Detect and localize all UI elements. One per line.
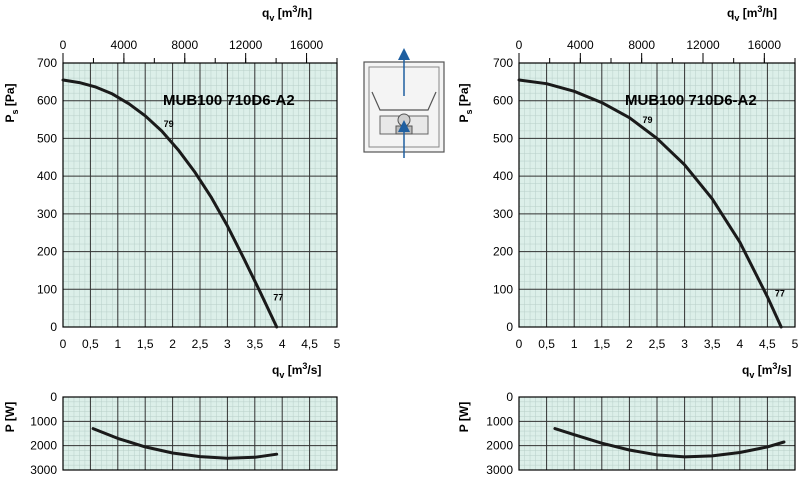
right-pressure-ylabel: Ps [Pa] xyxy=(457,83,474,122)
right-power-series-line xyxy=(553,427,786,459)
right-pressure-x2tick-label: 8000 xyxy=(628,38,655,52)
right-pressure-point-label: 77 xyxy=(775,289,785,299)
left-pressure-frame xyxy=(62,62,338,328)
left-pressure-point-label: 79 xyxy=(164,119,174,129)
right-pressure-ytick-label: 400 xyxy=(493,169,513,183)
right-pressure-ytick-label: 500 xyxy=(493,131,513,145)
left-pressure-point-label: 77 xyxy=(273,292,283,302)
right-pressure-xtick-label: 2,5 xyxy=(649,337,666,351)
right-pressure-ylabel-group: Ps [Pa] xyxy=(457,83,474,122)
right-power-ytick-label: 1000 xyxy=(486,414,513,428)
right-pressure-x2tick-label: 4000 xyxy=(567,38,594,52)
left-pressure-ytick-label: 200 xyxy=(37,245,57,259)
left-pressure-xtick-label: 3 xyxy=(224,337,231,351)
left-pressure-xtick-label: 2,5 xyxy=(192,337,209,351)
left-pressure-xtick-label: 4 xyxy=(279,337,286,351)
right-pressure-xlabel: qv [m3/s] xyxy=(742,361,791,380)
left-pressure-ytick-label: 600 xyxy=(37,94,57,108)
left-pressure-xtick-label: 5 xyxy=(334,337,341,351)
right-pressure-x2tick-label: 16000 xyxy=(748,38,782,52)
right-pressure-ytick-label: 700 xyxy=(493,56,513,70)
right-pressure-xtick-label: 0 xyxy=(516,337,523,351)
left-pressure-ytick-label: 100 xyxy=(37,282,57,296)
right-pressure-xtick-label: 1,5 xyxy=(593,337,610,351)
left-pressure-x2tick-label: 16000 xyxy=(290,38,324,52)
left-pressure-ytick-label: 300 xyxy=(37,207,57,221)
right-pressure-ytick-label: 200 xyxy=(493,245,513,259)
right-pressure-title: MUB100 710D6-A2 xyxy=(625,92,757,109)
left-pressure-xlabel: qv [m3/s] xyxy=(272,361,321,380)
left-pressure-ytick-label: 500 xyxy=(37,131,57,145)
right-pressure-ytick-label: 600 xyxy=(493,94,513,108)
left-pressure-xtick-label: 0,5 xyxy=(82,337,99,351)
left-power-ytick-label: 1000 xyxy=(30,414,57,428)
left-pressure-x2label: qv [m3/h] xyxy=(262,4,312,23)
right-power-frame xyxy=(518,396,796,471)
right-pressure-xtick-label: 2 xyxy=(626,337,633,351)
right-pressure-frame xyxy=(518,62,796,328)
right-pressure-xtick-label: 4 xyxy=(736,337,743,351)
left-pressure-ytick-label: 400 xyxy=(37,169,57,183)
right-pressure-xtick-label: 0,5 xyxy=(538,337,555,351)
left-pressure-xtick-label: 0 xyxy=(60,337,67,351)
right-pressure-ytick-label: 100 xyxy=(493,282,513,296)
left-power-ylabel-group: P [W] xyxy=(3,402,17,432)
right-power-ytick-label: 0 xyxy=(506,390,513,404)
left-pressure-ylabel: Ps [Pa] xyxy=(3,83,20,122)
right-pressure-ytick-label: 300 xyxy=(493,207,513,221)
right-pressure-xtick-label: 4,5 xyxy=(759,337,776,351)
left-power-series-line xyxy=(91,427,279,460)
diagram-fan-hub xyxy=(397,113,411,127)
right-power-ytick-label: 3000 xyxy=(486,463,513,477)
left-power-frame xyxy=(62,396,338,471)
right-pressure-xtick-label: 3 xyxy=(681,337,688,351)
fan-airflow-diagram xyxy=(363,48,445,158)
right-pressure-x2tick-label: 12000 xyxy=(686,38,720,52)
left-pressure-x2tick-label: 12000 xyxy=(229,38,263,52)
right-pressure-ytick-label: 0 xyxy=(506,320,513,334)
left-pressure-ytick-label: 0 xyxy=(50,320,57,334)
right-pressure-xtick-label: 5 xyxy=(792,337,799,351)
left-pressure-x2tick-label: 0 xyxy=(60,38,67,52)
left-pressure-xtick-label: 4,5 xyxy=(301,337,318,351)
left-pressure-ytick-label: 700 xyxy=(37,56,57,70)
left-pressure-xtick-label: 1 xyxy=(114,337,121,351)
right-pressure-series-line xyxy=(517,78,783,329)
left-pressure-xtick-label: 2 xyxy=(169,337,176,351)
left-pressure-title: MUB100 710D6-A2 xyxy=(163,92,295,109)
left-power-ytick-label: 3000 xyxy=(30,463,57,477)
left-pressure-xtick-label: 1,5 xyxy=(137,337,154,351)
left-power-ytick-label: 2000 xyxy=(30,439,57,453)
left-power-ytick-label: 0 xyxy=(50,390,57,404)
left-power-ylabel: P [W] xyxy=(3,402,17,432)
right-pressure-xtick-label: 3,5 xyxy=(704,337,721,351)
right-power-ylabel-group: P [W] xyxy=(457,402,471,432)
right-pressure-x2label: qv [m3/h] xyxy=(727,4,777,23)
right-pressure-xtick-label: 1 xyxy=(571,337,578,351)
right-power-ytick-label: 2000 xyxy=(486,439,513,453)
left-pressure-x2tick-label: 4000 xyxy=(111,38,138,52)
right-pressure-x2tick-label: 0 xyxy=(516,38,523,52)
right-power-ylabel: P [W] xyxy=(457,402,471,432)
left-pressure-ylabel-group: Ps [Pa] xyxy=(3,83,20,122)
left-pressure-x2tick-label: 8000 xyxy=(171,38,198,52)
right-pressure-point-label: 79 xyxy=(642,115,652,125)
left-power-chart: 0 1000 2000 3000 P [W] xyxy=(3,390,338,477)
right-power-chart: 0 1000 2000 3000 P [W] xyxy=(457,390,796,477)
diagram-volute xyxy=(371,91,437,111)
left-pressure-series-line xyxy=(61,78,279,329)
left-pressure-xtick-label: 3,5 xyxy=(246,337,263,351)
